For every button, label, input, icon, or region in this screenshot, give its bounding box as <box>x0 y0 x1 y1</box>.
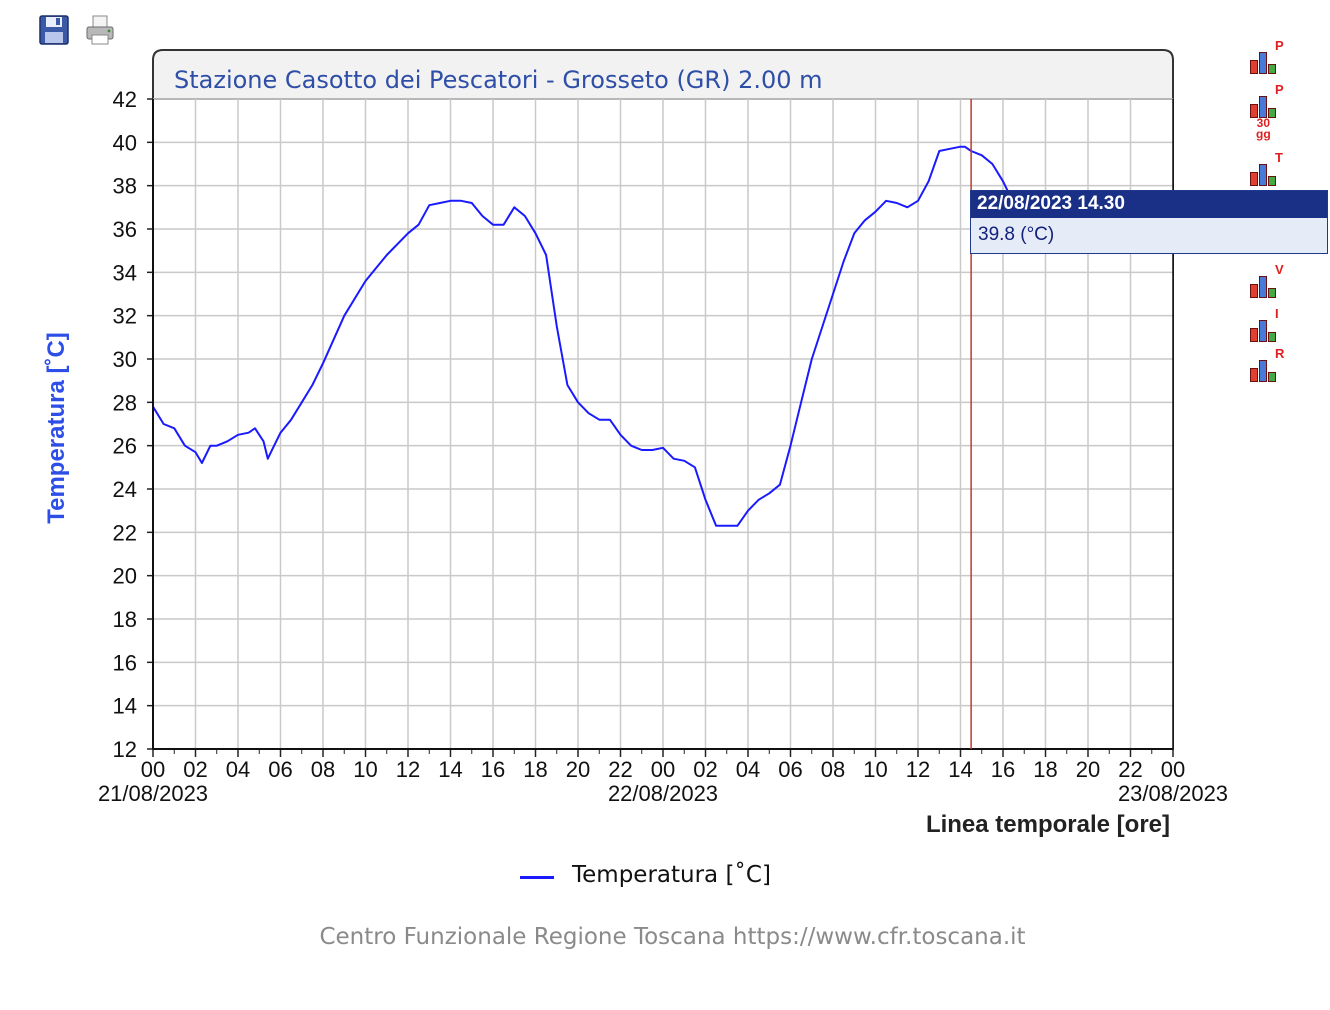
x-date-label: 23/08/2023 <box>1118 781 1228 806</box>
credits-text: Centro Funzionale Regione Toscana https:… <box>319 924 1026 950</box>
bar-chart-icon <box>1250 360 1280 382</box>
x-tick-label: 20 <box>1076 757 1100 782</box>
x-tick-label: 02 <box>693 757 717 782</box>
y-tick-label: 40 <box>113 130 137 155</box>
x-tick-label: 14 <box>948 757 972 782</box>
x-tick-label: 10 <box>863 757 887 782</box>
tooltip-value: 39.8 (°C) <box>978 224 1055 245</box>
bar-chart-icon <box>1250 320 1280 342</box>
x-tick-label: 18 <box>523 757 547 782</box>
x-tick-label: 22 <box>1118 757 1142 782</box>
x-tick-label: 04 <box>736 757 760 782</box>
series-line-temperatura <box>153 145 1036 527</box>
x-tick-label: 00 <box>651 757 675 782</box>
y-tick-label: 36 <box>113 217 137 242</box>
x-date-label: 22/08/2023 <box>608 781 718 806</box>
chart-type-button-t[interactable]: T <box>1246 150 1294 190</box>
bar-chart-icon <box>1250 276 1280 298</box>
y-tick-label: 16 <box>113 650 137 675</box>
chart-type-letter: P <box>1275 82 1284 97</box>
tooltip-timestamp: 22/08/2023 14.30 <box>971 191 1327 218</box>
x-tick-label: 00 <box>1161 757 1185 782</box>
chart-type-letter: I <box>1275 306 1279 321</box>
x-tick-label: 06 <box>268 757 292 782</box>
legend-swatch <box>520 876 554 879</box>
x-tick-label: 08 <box>311 757 335 782</box>
x-tick-label: 02 <box>183 757 207 782</box>
chart-type-button-r[interactable]: R <box>1246 346 1294 386</box>
y-tick-label: 22 <box>113 520 137 545</box>
y-tick-label: 24 <box>113 477 137 502</box>
y-tick-label: 30 <box>113 347 137 372</box>
chart-type-button-i[interactable]: I <box>1246 306 1294 346</box>
bar-chart-icon <box>1250 164 1280 186</box>
y-tick-label: 32 <box>113 304 137 329</box>
x-tick-label: 00 <box>141 757 165 782</box>
y-tick-label: 18 <box>113 607 137 632</box>
y-tick-label: 42 <box>113 87 137 112</box>
data-tooltip: 22/08/2023 14.30 39.8 (°C) <box>970 190 1328 254</box>
x-tick-label: 12 <box>396 757 420 782</box>
x-tick-label: 22 <box>608 757 632 782</box>
chart-type-letter: T <box>1275 150 1283 165</box>
x-tick-label: 16 <box>481 757 505 782</box>
legend-label: Temperatura [˚C] <box>572 862 771 888</box>
x-tick-label: 16 <box>991 757 1015 782</box>
x-tick-label: 08 <box>821 757 845 782</box>
printer-icon[interactable] <box>84 14 116 46</box>
x-tick-label: 12 <box>906 757 930 782</box>
save-icon[interactable] <box>38 14 70 46</box>
chart-type-sublabel: 30 gg <box>1256 116 1271 141</box>
chart-type-letter: R <box>1275 346 1285 361</box>
chart-type-button-p-30gg[interactable]: P 30 gg <box>1246 82 1294 140</box>
chart-type-letter: V <box>1275 262 1284 277</box>
y-tick-label: 20 <box>113 564 137 589</box>
x-tick-label: 20 <box>566 757 590 782</box>
y-tick-label: 34 <box>113 260 137 285</box>
y-tick-label: 38 <box>113 174 137 199</box>
y-tick-label: 14 <box>113 694 137 719</box>
x-tick-label: 10 <box>353 757 377 782</box>
x-axis-label: Linea temporale [ore] <box>926 811 1170 838</box>
x-tick-label: 06 <box>778 757 802 782</box>
y-tick-label: 26 <box>113 434 137 459</box>
chart-title: Stazione Casotto dei Pescatori - Grosset… <box>174 66 823 94</box>
x-date-label: 21/08/2023 <box>98 781 208 806</box>
x-tick-label: 04 <box>226 757 250 782</box>
y-tick-label: 12 <box>113 737 137 762</box>
x-tick-label: 18 <box>1033 757 1057 782</box>
bar-chart-icon <box>1250 96 1280 118</box>
x-tick-label: 14 <box>438 757 462 782</box>
chart-type-button-v[interactable]: V <box>1246 262 1294 302</box>
y-tick-label: 28 <box>113 390 137 415</box>
chart-type-letter: P <box>1275 38 1284 53</box>
bar-chart-icon <box>1250 52 1280 74</box>
y-axis-label: Temperatura [˚C] <box>43 332 70 524</box>
chart-type-button-p[interactable]: P <box>1246 38 1294 78</box>
